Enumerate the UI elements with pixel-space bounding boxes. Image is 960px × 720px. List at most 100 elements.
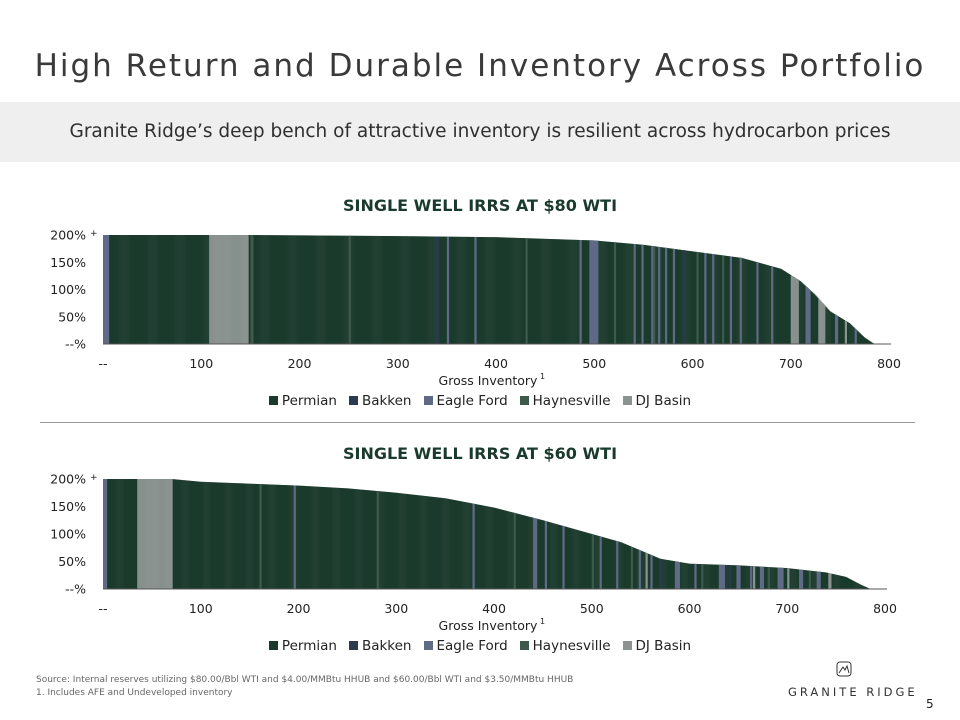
bar-permian (395, 236, 398, 344)
bar-permian (386, 491, 388, 589)
bar-permian (540, 519, 543, 589)
bar-permian (266, 484, 268, 589)
bar-permian (831, 573, 833, 589)
bar-permian (376, 235, 378, 344)
bar-permian (148, 235, 150, 344)
bar-permian (854, 581, 856, 589)
bar-permian (658, 558, 660, 589)
bar-permian (743, 258, 745, 344)
bar-dj-basin (228, 235, 230, 344)
bar-permian (249, 483, 251, 589)
bar-permian (403, 236, 405, 344)
bar-permian (317, 235, 319, 344)
bar-permian (489, 237, 491, 344)
bar-permian (353, 235, 355, 344)
bar-permian (552, 523, 554, 589)
bar-permian (289, 485, 291, 589)
bar-permian (350, 235, 352, 344)
bar-permian (292, 235, 294, 344)
bar-permian (444, 236, 447, 344)
bar-permian (343, 235, 345, 344)
bar-permian (121, 235, 123, 344)
bar-eagle-ford (757, 262, 759, 344)
bar-permian (636, 549, 638, 589)
bar-eagle-ford (722, 564, 724, 589)
bar-permian (569, 239, 571, 344)
bar-permian (276, 484, 278, 589)
bar-permian (151, 235, 153, 344)
bar-permian (153, 235, 155, 344)
legend-swatch (622, 641, 632, 650)
bar-permian (343, 488, 345, 589)
bar-eagle-ford (293, 485, 295, 589)
bar-eagle-ford (739, 565, 741, 589)
bar-permian (564, 239, 567, 344)
bar-permian (247, 483, 249, 589)
bar-permian (259, 235, 261, 344)
bar-permian (466, 502, 468, 589)
bar-eagle-ford (103, 235, 106, 344)
bar-permian (489, 506, 491, 589)
legend-item-eagle-ford: Eagle Ford (423, 638, 508, 654)
bar-permian (857, 583, 859, 589)
bar-permian (513, 237, 515, 344)
bar-permian (828, 309, 830, 344)
bar-permian (115, 479, 117, 589)
bar-dj-basin (141, 479, 143, 589)
bar-permian (217, 482, 219, 589)
bar-permian (457, 500, 460, 589)
bar-permian (716, 564, 719, 589)
bar-permian (358, 489, 360, 589)
bar-permian (500, 509, 503, 589)
bar-dj-basin (225, 235, 228, 344)
bar-permian (118, 235, 120, 344)
bar-permian (131, 235, 133, 344)
chart-80-wti: --%50%100%150%200% +-- 100 200 300 400 500 600 7… (50, 228, 901, 389)
bar-permian (303, 235, 305, 344)
bar-permian (322, 487, 325, 589)
bar-eagle-ford (104, 479, 107, 589)
bar-permian (318, 486, 320, 589)
bar-permian (484, 505, 486, 589)
bar-permian (834, 574, 836, 589)
bar-permian (517, 237, 519, 344)
bar-permian (163, 235, 166, 344)
bar-permian (261, 484, 263, 589)
series-eagle-ford (103, 479, 821, 589)
bar-permian (574, 239, 576, 344)
bar-permian (788, 274, 791, 344)
bar-permian (344, 488, 346, 589)
bar-permian (411, 494, 414, 589)
bar-permian (677, 249, 679, 344)
bar-permian (820, 571, 822, 589)
bar-permian (352, 235, 354, 344)
bar-permian (738, 257, 740, 344)
bar-permian (726, 564, 728, 589)
bar-permian (315, 235, 317, 344)
bar-permian (656, 246, 658, 344)
bar-permian (520, 238, 522, 344)
bar-dj-basin (646, 553, 648, 589)
bar-permian (535, 238, 537, 344)
bar-dj-basin (797, 279, 799, 344)
bar-permian (279, 235, 282, 344)
bar-permian (383, 235, 385, 344)
bar-permian (393, 236, 396, 344)
bar-permian (614, 540, 616, 589)
bar-permian (864, 337, 866, 344)
bar-permian (471, 236, 473, 344)
bar-permian (779, 268, 782, 344)
bar-permian (182, 235, 184, 344)
bar-permian (300, 235, 302, 344)
bar-permian (194, 235, 196, 344)
bar-eagle-ford (805, 286, 807, 344)
bar-eagle-ford (595, 240, 597, 344)
bar-permian (398, 493, 400, 589)
bar-eagle-ford (817, 571, 819, 589)
bar-permian (298, 235, 300, 344)
bar-permian (458, 500, 461, 589)
bar-bakken (661, 559, 663, 589)
bar-dj-basin (821, 302, 823, 344)
bar-permian (785, 568, 787, 589)
bar-bakken (436, 236, 438, 344)
